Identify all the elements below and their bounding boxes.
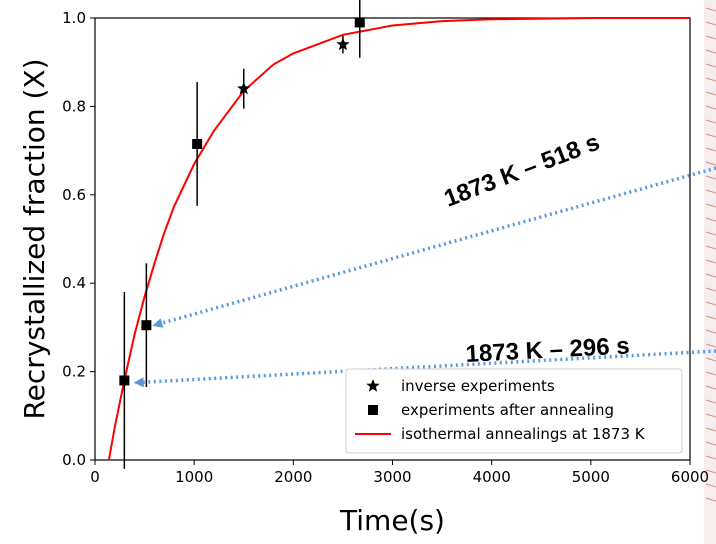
edge-hatch [705,147,716,152]
annotations: 1873 K – 518 s 1873 K – 296 s [133,129,716,388]
x-tick-label: 6000 [671,468,709,486]
edge-hatch [705,63,716,68]
edge-hatch [705,217,716,222]
edge-hatch [705,133,716,138]
y-tick-label: 0.4 [62,274,86,292]
edge-hatch [705,399,716,404]
x-tick-label: 1000 [175,468,213,486]
edge-hatch [705,7,716,12]
error-bars [123,0,361,469]
ticks: 0 1000 2000 3000 4000 5000 6000 0.0 0.2 0.4 0.6 0.8… [62,9,709,486]
annotation-arrow [152,166,716,328]
y-axis-title: Recrystallized fraction (X) [18,58,51,419]
edge-hatch [705,21,716,26]
edge-hatch [705,189,716,194]
edge-hatch [705,119,716,124]
edge-hatch [705,35,716,40]
edge-hatch [705,259,716,264]
annotation-arrow [133,349,716,388]
edge-hatch [705,91,716,96]
x-tick-label: 4000 [473,468,511,486]
edge-hatch [705,441,716,446]
edge-hatch [705,301,716,306]
annotation-label: 1873 K – 296 s [465,332,630,368]
square-marker [141,320,152,331]
edge-hatch [705,427,716,432]
edge-hatch [705,469,716,474]
legend-label: experiments after annealing [401,401,614,419]
edge-hatch [705,413,716,418]
edge-hatch [705,105,716,110]
edge-hatch [705,203,716,208]
edge-hatch [705,357,716,362]
edge-hatch [705,497,716,502]
star-marker [336,37,350,51]
x-tick-label: 0 [90,468,100,486]
edge-hatch [705,77,716,82]
fit-curve [107,17,690,461]
edge-hatch [705,245,716,250]
square-marker [192,138,203,149]
edge-hatch [705,343,716,348]
edge-hatch [705,49,716,54]
right-edge-artifact [704,0,716,544]
legend-label: isothermal annealings at 1873 K [401,425,646,443]
y-tick-label: 1.0 [62,9,86,27]
edge-strip [704,0,716,544]
edge-hatch [705,161,716,166]
legend-box [345,368,683,454]
edge-hatch [705,371,716,376]
y-tick-label: 0.2 [62,363,86,381]
x-tick-label: 5000 [572,468,610,486]
edge-hatch [705,385,716,390]
x-tick-label: 2000 [274,468,312,486]
x-tick-label: 3000 [373,468,411,486]
edge-hatch [705,483,716,488]
square-marker [119,375,130,386]
x-axis-title: Time(s) [339,504,445,537]
annotation-label: 1873 K – 518 s [440,129,603,213]
edge-hatch [705,273,716,278]
y-tick-label: 0.0 [62,451,86,469]
y-tick-label: 0.6 [62,186,86,204]
edge-hatch [705,329,716,334]
edge-hatch [705,175,716,180]
y-tick-label: 0.8 [62,97,86,115]
legend: inverse experiments experiments after ann… [345,368,683,454]
edge-hatch [705,315,716,320]
legend-star-marker [366,379,380,392]
square-marker [354,17,365,28]
legend-square-marker [368,405,378,415]
axis-titles: Time(s) Recrystallized fraction (X) [18,58,445,537]
edge-hatch [705,287,716,292]
star-marker [237,81,251,95]
edge-hatch [705,455,716,460]
legend-label: inverse experiments [401,377,555,395]
edge-hatch [705,231,716,236]
fit-curve-layer [107,17,690,461]
data-points [119,17,365,386]
